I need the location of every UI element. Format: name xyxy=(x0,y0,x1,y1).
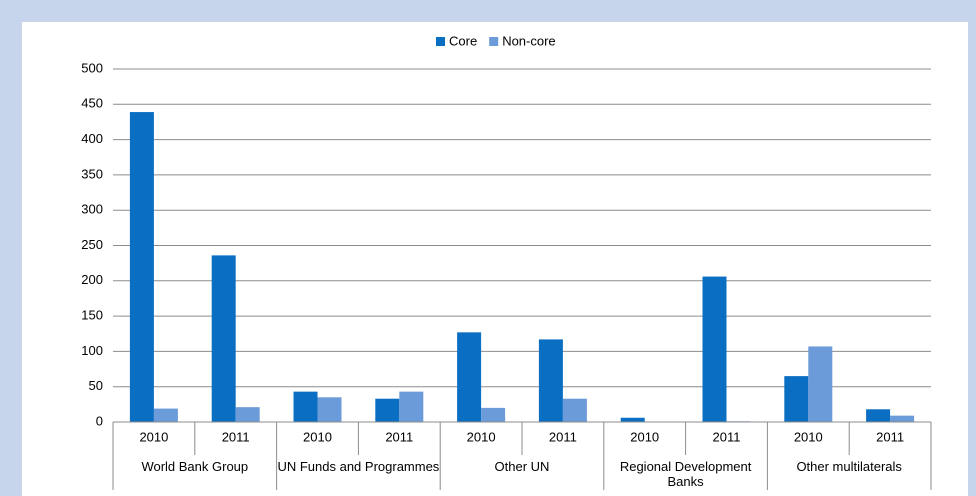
y-tick-label: 150 xyxy=(81,308,103,323)
x-tick-label: 2010 xyxy=(467,429,496,444)
x-tick-label: 2010 xyxy=(630,429,659,444)
bar xyxy=(620,417,645,422)
group-label: Other UN xyxy=(494,459,550,474)
y-tick-label: 0 xyxy=(96,413,103,428)
bar xyxy=(211,255,236,422)
y-tick-label: 350 xyxy=(81,166,103,181)
x-tick-label: 2011 xyxy=(549,429,577,444)
bar xyxy=(784,376,809,422)
group-label: Regional Development Banks xyxy=(619,459,752,489)
x-tick-label: 2010 xyxy=(303,429,332,444)
legend-swatch xyxy=(436,37,445,46)
legend-swatch xyxy=(489,37,499,46)
y-tick-label: 450 xyxy=(81,96,103,111)
x-tick-label: 2010 xyxy=(794,429,823,444)
bar xyxy=(375,398,400,422)
bar xyxy=(808,346,833,422)
bar xyxy=(538,339,563,422)
x-tick-label: 2011 xyxy=(222,429,250,444)
group-label: World Bank Group xyxy=(141,459,249,474)
group-label: Other multilaterals xyxy=(796,459,902,474)
y-tick-label: 200 xyxy=(81,272,103,287)
x-tick-label: 2011 xyxy=(713,429,741,444)
bar xyxy=(399,391,424,422)
y-tick-label: 400 xyxy=(81,131,103,146)
bar xyxy=(562,398,587,422)
y-tick-label: 50 xyxy=(89,378,103,393)
y-tick-label: 500 xyxy=(81,60,103,75)
bar xyxy=(457,332,482,422)
x-tick-label: 2011 xyxy=(876,429,904,444)
bar xyxy=(153,408,178,422)
bar xyxy=(702,276,727,422)
group-label: UN Funds and Programmes xyxy=(277,459,440,474)
bar xyxy=(235,407,260,422)
y-tick-label: 300 xyxy=(81,202,103,217)
legend-label: Core xyxy=(449,33,477,48)
legend-label: Non-core xyxy=(502,33,555,48)
bar xyxy=(481,407,506,422)
bar xyxy=(866,409,891,422)
y-tick-label: 100 xyxy=(81,343,103,358)
bar xyxy=(890,415,915,422)
y-tick-label: 250 xyxy=(81,237,103,252)
bar xyxy=(293,391,318,422)
x-tick-label: 2011 xyxy=(385,429,413,444)
bar xyxy=(317,397,342,422)
bar xyxy=(129,112,154,422)
x-tick-label: 2010 xyxy=(139,429,168,444)
